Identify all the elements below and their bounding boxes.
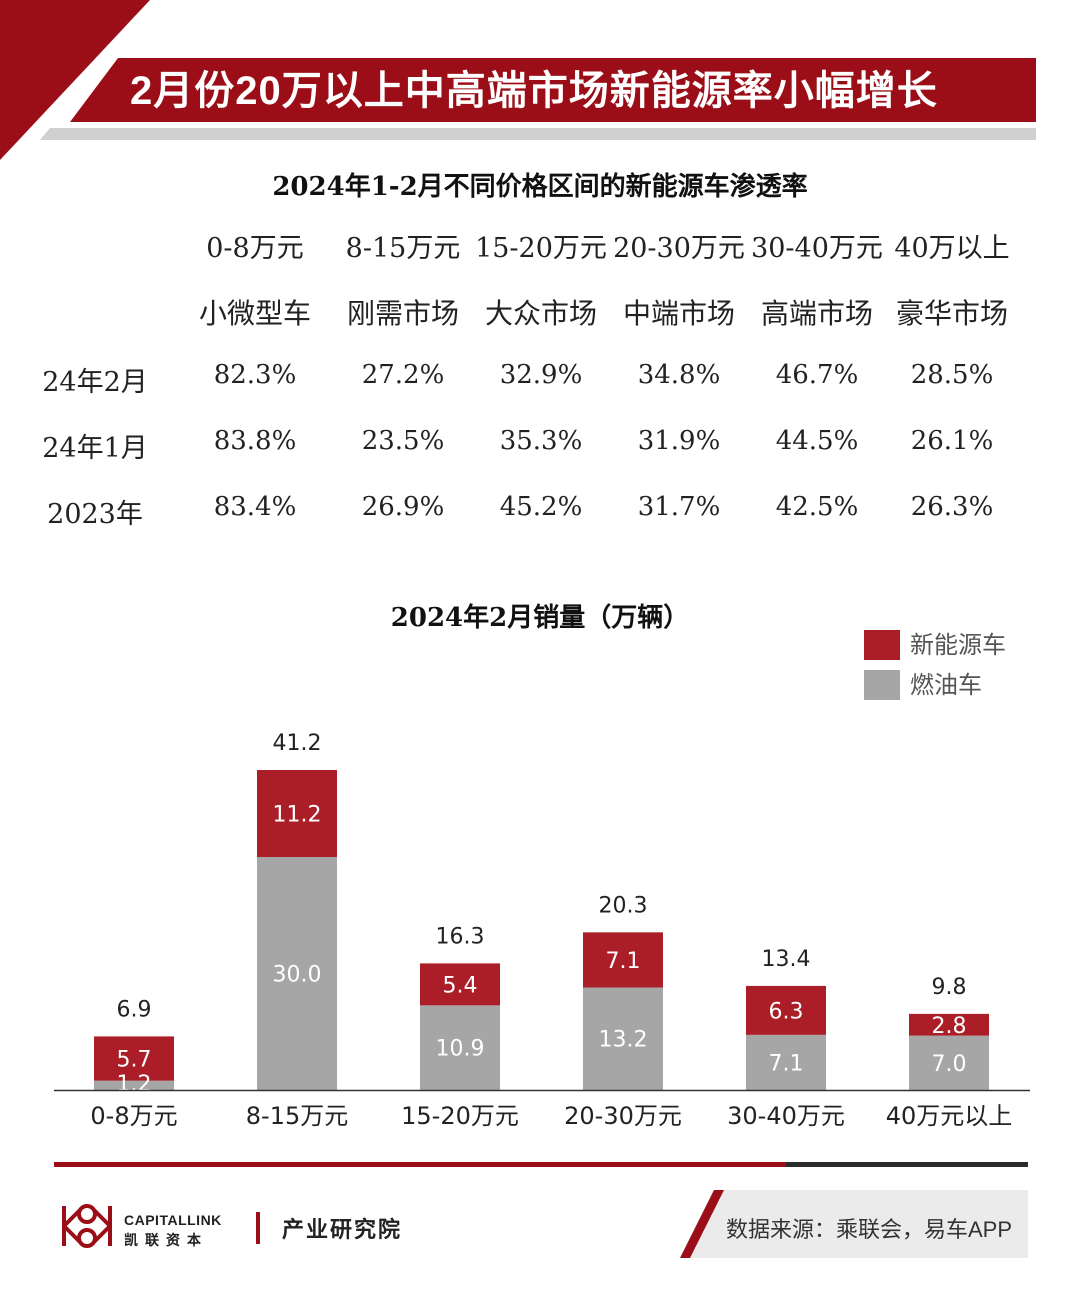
price-range-header: 30-40万元: [751, 233, 883, 264]
bar-fuel: [583, 987, 663, 1090]
data-label-nev: 6.3: [769, 999, 804, 1024]
bar-fuel: [94, 1080, 174, 1090]
penetration-value: 31.9%: [637, 426, 721, 456]
bar-nev: [94, 1036, 174, 1081]
x-tick-label: 15-20万元: [401, 1102, 519, 1130]
footer-rule-red: [54, 1162, 786, 1167]
brand-name-en: CAPITALLINK: [124, 1212, 222, 1228]
penetration-value: 34.8%: [637, 360, 721, 390]
market-header: 小微型车: [198, 297, 312, 330]
total-label: 41.2: [273, 731, 322, 756]
total-label: 13.4: [762, 947, 811, 972]
x-tick-label: 40万元以上: [886, 1102, 1013, 1130]
x-tick-label: 8-15万元: [246, 1102, 348, 1130]
penetration-value: 27.2%: [361, 360, 445, 390]
market-header: 大众市场: [484, 297, 598, 330]
price-range-header: 8-15万元: [345, 233, 461, 264]
table-title: 2024年1-2月不同价格区间的新能源车渗透率: [272, 172, 808, 202]
penetration-value: 82.3%: [213, 360, 297, 390]
title-banner: [70, 58, 1036, 122]
penetration-value: 42.5%: [775, 492, 859, 522]
market-header: 刚需市场: [346, 297, 460, 330]
page-title: 2月份20万以上中高端市场新能源率小幅增长: [130, 69, 938, 113]
penetration-value: 32.9%: [499, 360, 583, 390]
data-label-nev: 5.4: [443, 973, 478, 998]
data-label-nev: 5.7: [117, 1048, 152, 1073]
penetration-value: 31.7%: [637, 492, 721, 522]
chart-title: 2024年2月销量（万辆）: [390, 603, 690, 633]
penetration-value: 45.2%: [499, 492, 583, 522]
x-tick-label: 30-40万元: [727, 1102, 845, 1130]
market-header: 高端市场: [760, 297, 874, 330]
data-label-fuel: 1.2: [117, 1072, 152, 1097]
penetration-value: 44.5%: [775, 426, 859, 456]
penetration-value: 46.7%: [775, 360, 859, 390]
data-label-fuel: 7.0: [932, 1052, 967, 1077]
penetration-value: 26.9%: [361, 492, 445, 522]
legend-label-nev: 新能源车: [910, 631, 1006, 659]
data-label-fuel: 13.2: [599, 1028, 648, 1053]
data-label-nev: 7.1: [606, 949, 641, 974]
bar-fuel: [909, 1035, 989, 1090]
legend-item-fuel: 燃油车: [864, 670, 1044, 700]
bar-fuel: [746, 1034, 826, 1090]
penetration-value: 23.5%: [361, 426, 445, 456]
penetration-table: 0-8万元 8-15万元 15-20万元 20-30万元 30-40万元 40万以上小微型…: [0, 226, 1080, 536]
total-label: 9.8: [932, 975, 967, 1000]
penetration-value: 26.3%: [910, 492, 994, 522]
penetration-value: 28.5%: [910, 360, 994, 390]
brand-name-cn: 凯联资本: [124, 1232, 208, 1248]
legend-label-fuel: 燃油车: [910, 671, 982, 699]
data-label-fuel: 30.0: [273, 962, 322, 987]
data-label-nev: 11.2: [273, 802, 322, 827]
bar-nev: [746, 985, 826, 1035]
legend-swatch-nev: [864, 630, 900, 660]
total-label: 20.3: [599, 893, 648, 918]
bar-fuel: [257, 856, 337, 1090]
row-label: 2023年: [47, 499, 143, 530]
x-tick-label: 0-8万元: [90, 1102, 177, 1130]
legend-item-nev: 新能源车: [864, 630, 1044, 660]
data-label-nev: 2.8: [932, 1014, 967, 1039]
penetration-value: 83.8%: [213, 426, 297, 456]
price-range-header: 15-20万元: [475, 233, 607, 264]
price-range-header: 0-8万元: [206, 233, 304, 264]
x-tick-label: 20-30万元: [564, 1102, 682, 1130]
data-label-fuel: 10.9: [436, 1037, 485, 1062]
penetration-value: 83.4%: [213, 492, 297, 522]
price-range-header: 40万以上: [894, 233, 1010, 264]
sales-bar-chart: 1.25.7 6.9 0-8万元 30.0 11.2 41.2 8-15万元 10.9 5.4 1…: [54, 731, 1030, 1130]
price-range-header: 20-30万元: [613, 233, 745, 264]
source-box: [680, 1190, 1028, 1258]
penetration-value: 35.3%: [499, 426, 583, 456]
market-header: 中端市场: [622, 297, 736, 330]
bar-fuel: [420, 1005, 500, 1090]
capitallink-logo-icon: [62, 1204, 112, 1248]
penetration-value: 26.1%: [910, 426, 994, 456]
title-banner-shadow: [40, 128, 1036, 140]
bar-nev: [257, 770, 337, 857]
data-source: 数据来源：乘联会，易车APP: [726, 1217, 1013, 1242]
legend-swatch-fuel: [864, 670, 900, 700]
bar-nev: [909, 1013, 989, 1036]
total-label: 16.3: [436, 924, 485, 949]
bar-nev: [420, 963, 500, 1006]
footer-rule-dark: [786, 1162, 1028, 1167]
total-label: 6.9: [117, 997, 152, 1022]
bar-nev: [583, 932, 663, 988]
market-header: 豪华市场: [895, 297, 1009, 330]
institute-name: 产业研究院: [282, 1217, 403, 1243]
data-label-fuel: 7.1: [769, 1051, 804, 1076]
footer-separator: [256, 1212, 260, 1244]
row-label: 24年2月: [42, 367, 148, 398]
row-label: 24年1月: [42, 433, 148, 464]
